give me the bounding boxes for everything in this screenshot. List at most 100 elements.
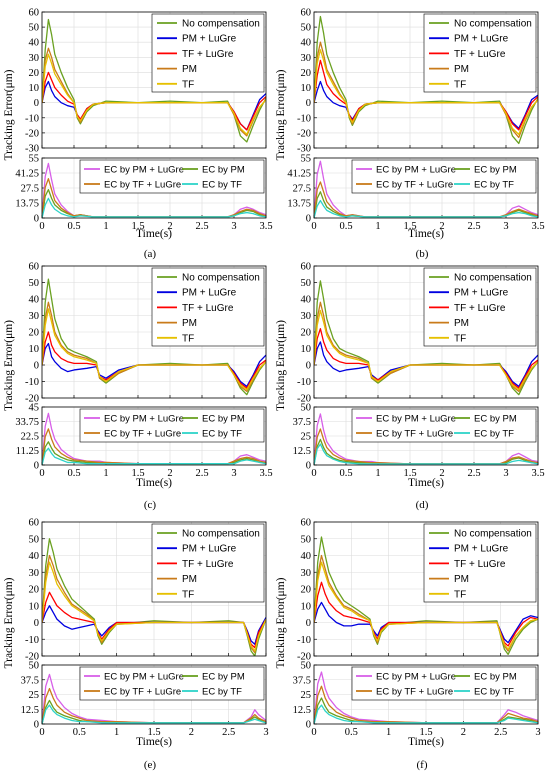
- x-tick-label: 3: [503, 221, 508, 232]
- x-axis-label: Time(s): [136, 228, 172, 240]
- legend-label: EC by TF: [202, 429, 242, 440]
- legend-label: EC by PM + LuGre: [376, 165, 456, 176]
- legend-label: EC by TF: [202, 687, 242, 698]
- y-tick-label: -20: [297, 128, 311, 139]
- y-tick-label: 25: [29, 690, 40, 701]
- x-tick-label: 2: [439, 221, 444, 232]
- x-tick-label: 1.5: [147, 727, 160, 738]
- y-tick-label: -10: [25, 377, 39, 388]
- x-tick-label: 3.5: [531, 468, 544, 479]
- series-group: [314, 413, 538, 465]
- y-tick-label: -30: [25, 144, 39, 155]
- x-tick-label: 0: [39, 221, 44, 232]
- x-tick-label: 2.5: [494, 727, 507, 738]
- y-tick-label: -10: [297, 113, 311, 124]
- y-tick-label: 0: [34, 98, 39, 109]
- legend-label: TF: [182, 333, 194, 344]
- legend-label: No compensation: [182, 529, 260, 540]
- legend-label: EC by TF + LuGre: [376, 687, 453, 698]
- x-tick-label: 0.5: [67, 221, 80, 232]
- y-tick-label: 10: [301, 344, 312, 355]
- plot-frame: [41, 664, 267, 725]
- legend-box: [79, 666, 265, 701]
- y-tick-label: 0: [306, 98, 311, 109]
- y-tick-label: 13.75: [15, 199, 39, 210]
- x-tick-label: 0: [311, 727, 316, 738]
- series-line: [42, 687, 266, 724]
- series-line: [42, 188, 266, 218]
- y-tick-label: 22.5: [21, 432, 39, 443]
- y-tick-label: 20: [301, 585, 312, 596]
- x-tick-label: 3: [263, 727, 268, 738]
- y-axis-label: Tracking Error(μm): [3, 69, 15, 160]
- y-tick-label: 55: [301, 154, 312, 165]
- legend-label: No compensation: [182, 273, 260, 284]
- y-tick-label: 0: [306, 618, 311, 629]
- legend-label: EC by PM: [474, 165, 517, 176]
- y-tick-label: 30: [29, 53, 40, 64]
- legend-label: EC by PM + LuGre: [104, 165, 184, 176]
- y-axis-label: Tracking Error(μm): [275, 69, 287, 160]
- y-tick-label: 50: [29, 23, 40, 34]
- y-tick-label: 40: [29, 551, 40, 562]
- panel-label: (d): [416, 499, 429, 511]
- series-line: [314, 199, 538, 218]
- y-tick-label: 20: [301, 68, 312, 79]
- legend-label: TF + LuGre: [454, 49, 506, 60]
- x-tick-label: 0.5: [345, 727, 358, 738]
- y-tick-label: 50: [29, 661, 40, 672]
- y-tick-label: 30: [301, 568, 312, 579]
- x-tick-label: 0.5: [339, 221, 352, 232]
- series-group: [314, 160, 538, 218]
- y-tick-label: 20: [29, 328, 40, 339]
- x-tick-label: 3.5: [531, 221, 544, 232]
- series-group: [42, 538, 266, 656]
- series-group: [42, 18, 266, 143]
- legend-label: EC by PM + LuGre: [104, 672, 184, 683]
- legend-box: [351, 408, 537, 443]
- legend-box: [79, 159, 265, 194]
- series-line: [314, 15, 538, 145]
- legend-label: TF: [182, 589, 194, 600]
- legend-label: No compensation: [454, 273, 532, 284]
- x-tick-label: 2.5: [195, 221, 208, 232]
- series-line: [314, 685, 538, 724]
- y-tick-label: 0: [306, 361, 311, 372]
- series-line: [42, 704, 266, 724]
- y-tick-label: 12.5: [293, 446, 311, 457]
- y-tick-label: 40: [29, 38, 40, 49]
- y-tick-label: 45: [29, 403, 40, 414]
- x-tick-label: 1: [103, 221, 108, 232]
- series-line: [42, 673, 266, 724]
- x-tick-label: 3: [231, 221, 236, 232]
- x-tick-label: 2: [439, 468, 444, 479]
- x-axis-label: Time(s): [408, 228, 444, 240]
- y-tick-label: 50: [29, 534, 40, 545]
- legend-box: [79, 408, 265, 443]
- y-tick-label: 50: [301, 534, 312, 545]
- x-tick-label: 1.5: [403, 221, 416, 232]
- x-tick-label: 3.5: [259, 221, 272, 232]
- legend-label: No compensation: [454, 19, 532, 30]
- plot-frame: [313, 664, 539, 725]
- y-tick-label: 30: [301, 53, 312, 64]
- series-line: [314, 191, 538, 218]
- x-tick-label: 1: [386, 727, 391, 738]
- x-tick-label: 3: [231, 468, 236, 479]
- x-tick-label: 0: [39, 727, 44, 738]
- y-tick-label: 60: [29, 518, 40, 529]
- y-axis-label: Tracking Error(μm): [275, 577, 287, 668]
- legend-label: TF: [454, 589, 466, 600]
- plot-frame: [41, 11, 267, 149]
- legend-label: EC by PM: [474, 414, 517, 425]
- plot-frame: [41, 406, 267, 466]
- y-tick-label: 10: [29, 83, 40, 94]
- legend-label: EC by PM: [202, 672, 245, 683]
- legend-label: PM: [454, 574, 469, 585]
- x-tick-label: 1: [375, 221, 380, 232]
- series-line: [42, 605, 266, 645]
- y-tick-label: 60: [301, 8, 312, 19]
